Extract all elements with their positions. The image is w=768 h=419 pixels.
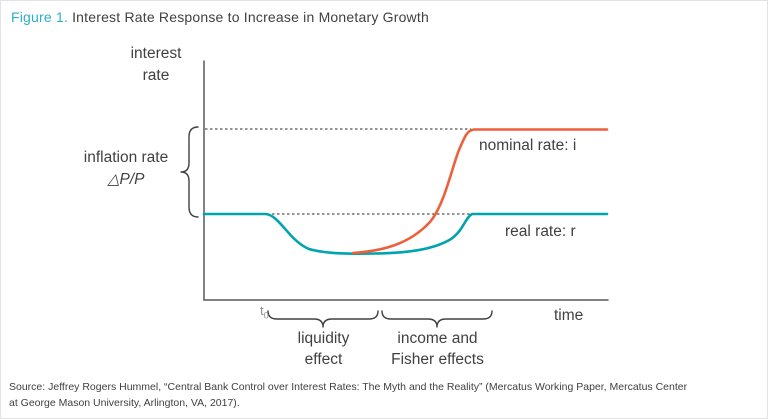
source-citation-line1: Source: Jeffrey Rogers Hummel, “Central … — [9, 381, 688, 393]
inflation-rate-label: inflation rate △P/P — [66, 147, 186, 191]
t0-tick-label: t0 — [260, 303, 269, 321]
t0-base: t — [260, 303, 264, 318]
x-axis-label: time — [554, 307, 584, 324]
y-axis-label-line1: interest — [130, 45, 182, 62]
inflation-brace — [180, 126, 199, 218]
source-citation: Source: Jeffrey Rogers Hummel, “Central … — [9, 380, 687, 411]
figure-title: Figure 1. Interest Rate Response to Incre… — [11, 9, 429, 25]
y-axis-label: interest rate — [116, 43, 196, 87]
inflation-rate-label-line2: △P/P — [107, 171, 145, 188]
nominal-rate-curve — [351, 128, 609, 255]
figure-label: Figure 1. — [11, 9, 69, 25]
inflation-rate-label-line1: inflation rate — [83, 149, 169, 166]
real-rate-curve — [202, 212, 609, 256]
y-axis-label-line2: rate — [142, 67, 170, 84]
income-fisher-effects-label-line2: Fisher effects — [391, 351, 484, 368]
liquidity-effect-label-line2: effect — [304, 351, 343, 368]
nominal-rate-series-label: nominal rate: i — [479, 137, 577, 154]
income-fisher-effects-label-line1: income and — [397, 330, 478, 347]
figure-title-text: Interest Rate Response to Increase in Mo… — [72, 9, 429, 25]
income-fisher-effects-label: income and Fisher effects — [370, 328, 505, 370]
source-citation-line2: at George Mason University, Arlington, V… — [9, 396, 240, 409]
t0-subscript: 0 — [263, 310, 269, 321]
liquidity-effect-label: liquidity effect — [271, 328, 376, 370]
liquidity-effect-label-line1: liquidity — [297, 330, 350, 347]
income-underbrace — [381, 310, 493, 328]
real-rate-series-label: real rate: r — [505, 223, 576, 240]
liquidity-underbrace — [267, 310, 379, 328]
